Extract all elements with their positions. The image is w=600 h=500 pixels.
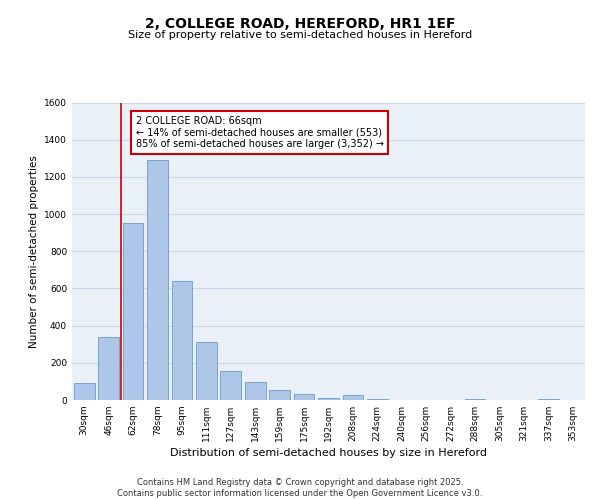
Bar [220,371,241,400]
Text: 2, COLLEGE ROAD, HEREFORD, HR1 1EF: 2, COLLEGE ROAD, HEREFORD, HR1 1EF [145,18,455,32]
Bar [538,399,559,400]
Bar [269,390,290,400]
X-axis label: Distribution of semi-detached houses by size in Hereford: Distribution of semi-detached houses by … [170,448,487,458]
Text: Size of property relative to semi-detached houses in Hereford: Size of property relative to semi-detach… [128,30,472,40]
Bar [74,384,95,400]
Text: 2 COLLEGE ROAD: 66sqm
← 14% of semi-detached houses are smaller (553)
85% of sem: 2 COLLEGE ROAD: 66sqm ← 14% of semi-deta… [136,116,383,148]
Bar [98,337,119,400]
Bar [293,394,314,400]
Bar [122,224,143,400]
Bar [464,399,485,400]
Bar [147,160,168,400]
Bar [318,398,339,400]
Bar [245,382,266,400]
Y-axis label: Number of semi-detached properties: Number of semi-detached properties [29,155,38,348]
Bar [343,396,364,400]
Bar [172,281,193,400]
Text: Contains HM Land Registry data © Crown copyright and database right 2025.
Contai: Contains HM Land Registry data © Crown c… [118,478,482,498]
Bar [196,342,217,400]
Bar [367,399,388,400]
